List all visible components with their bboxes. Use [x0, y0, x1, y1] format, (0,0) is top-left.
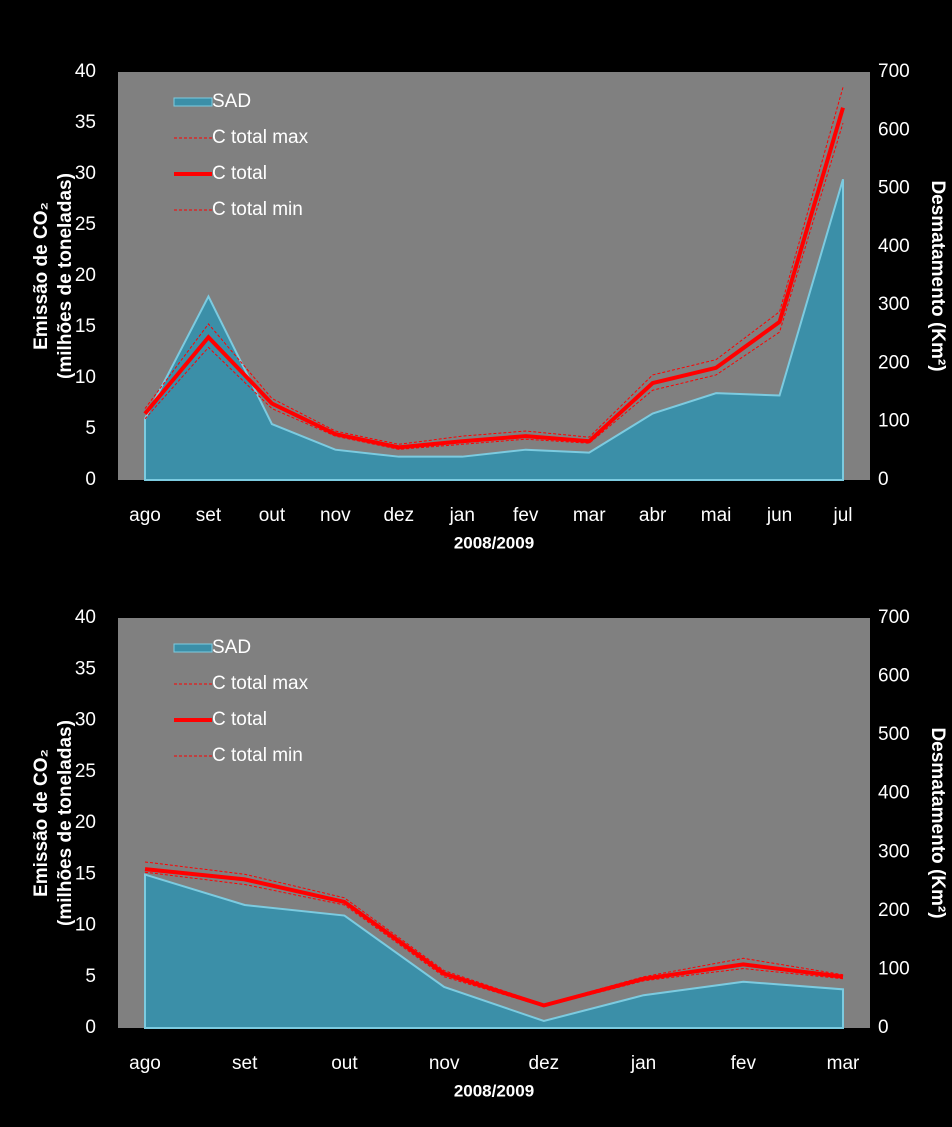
x-tick-label: jul [832, 505, 852, 526]
y-tick-label: 30 [75, 163, 96, 184]
y2-tick-label: 500 [878, 724, 910, 745]
page: 05101520253035400100200300400500600700ag… [0, 0, 952, 1127]
y2-tick-label: 300 [878, 294, 910, 315]
y2-tick-label: 400 [878, 236, 910, 257]
y2-tick-label: 0 [878, 1017, 889, 1038]
y2-axis-title: Desmatamento (Km²) [927, 180, 948, 371]
y-tick-label: 35 [75, 112, 96, 133]
x-tick-label: set [196, 505, 222, 526]
legend-label: SAD [212, 91, 251, 112]
y-tick-label: 5 [85, 418, 96, 439]
y2-tick-label: 100 [878, 411, 910, 432]
x-tick-label: out [331, 1053, 358, 1074]
y-tick-label: 0 [85, 469, 96, 490]
x-tick-label: ago [129, 505, 161, 526]
x-tick-label: nov [429, 1053, 460, 1074]
y-tick-label: 35 [75, 658, 96, 679]
x-tick-label: set [232, 1053, 258, 1074]
x-tick-label: mai [701, 505, 732, 526]
y-axis-title: (milhões de toneladas) [55, 173, 76, 379]
y-axis-title: Emissão de CO₂ [31, 749, 52, 897]
y2-tick-label: 100 [878, 958, 910, 979]
y2-tick-label: 200 [878, 352, 910, 373]
legend-swatch [174, 644, 212, 652]
y-tick-label: 15 [75, 863, 96, 884]
legend-swatch [174, 98, 212, 106]
y2-tick-label: 500 [878, 178, 910, 199]
y-tick-label: 0 [85, 1017, 96, 1038]
y-tick-label: 25 [75, 761, 96, 782]
legend-label: SAD [212, 637, 251, 658]
x-tick-label: jan [449, 505, 475, 526]
y-tick-label: 10 [75, 915, 96, 936]
x-axis-title: 2008/2009 [454, 1081, 534, 1100]
y-axis-title: Emissão de CO₂ [31, 202, 52, 350]
x-tick-label: ago [129, 1053, 161, 1074]
legend-label: C total max [212, 127, 309, 148]
x-tick-label: out [259, 505, 286, 526]
y-tick-label: 5 [85, 966, 96, 987]
y2-tick-label: 600 [878, 119, 910, 140]
y-tick-label: 25 [75, 214, 96, 235]
x-tick-label: nov [320, 505, 351, 526]
x-tick-label: mar [573, 505, 606, 526]
y-axis-title: (milhões de toneladas) [55, 720, 76, 926]
x-axis-title: 2008/2009 [454, 533, 534, 552]
y2-tick-label: 300 [878, 841, 910, 862]
x-tick-label: abr [639, 505, 667, 526]
y-tick-label: 10 [75, 367, 96, 388]
legend-label: C total min [212, 199, 303, 220]
y2-tick-label: 400 [878, 783, 910, 804]
y-tick-label: 30 [75, 710, 96, 731]
x-tick-label: jan [630, 1053, 656, 1074]
x-tick-label: fev [513, 505, 539, 526]
y-tick-label: 40 [75, 61, 96, 82]
x-tick-label: fev [731, 1053, 757, 1074]
legend-label: C total min [212, 745, 303, 766]
y2-axis-title: Desmatamento (Km²) [927, 727, 948, 918]
y2-tick-label: 0 [878, 469, 889, 490]
x-tick-label: jun [766, 505, 792, 526]
y2-tick-label: 700 [878, 607, 910, 628]
y2-tick-label: 700 [878, 61, 910, 82]
x-tick-label: dez [529, 1053, 560, 1074]
x-tick-label: dez [383, 505, 414, 526]
legend-label: C total max [212, 673, 309, 694]
y-tick-label: 20 [75, 265, 96, 286]
y2-tick-label: 600 [878, 666, 910, 687]
y-tick-label: 20 [75, 812, 96, 833]
y2-tick-label: 200 [878, 900, 910, 921]
y-tick-label: 15 [75, 316, 96, 337]
legend-label: C total [212, 163, 267, 184]
legend-label: C total [212, 709, 267, 730]
x-tick-label: mar [827, 1053, 860, 1074]
y-tick-label: 40 [75, 607, 96, 628]
